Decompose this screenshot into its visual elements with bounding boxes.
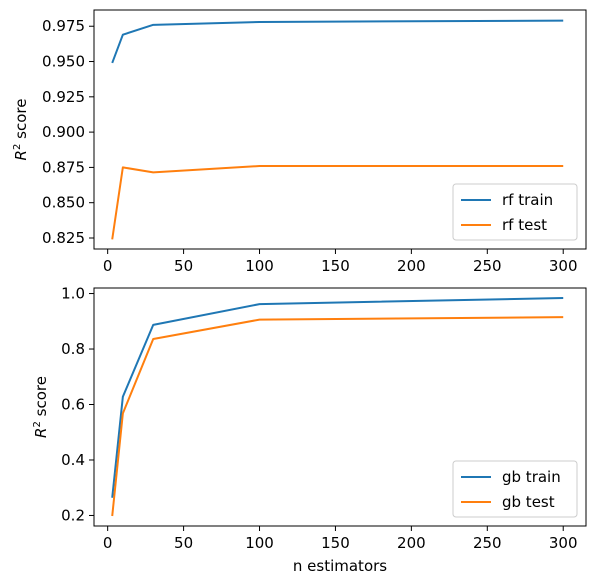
y-tick-label: 0.2 [61,506,85,524]
x-tick-label: 50 [174,534,193,552]
y-axis-label: R2 score [12,99,30,161]
y-tick-label: 0.925 [42,88,85,106]
y-tick-label: 0.900 [42,123,85,141]
series-line-gb-train [111,296,564,498]
legend-label: rf test [502,216,547,234]
x-tick-label: 0 [103,257,113,275]
series-line-gb-test [111,316,564,517]
x-tick-label: 300 [549,534,578,552]
x-tick-label: 200 [397,534,426,552]
x-tick-label: 150 [321,534,350,552]
x-tick-label: 150 [321,257,350,275]
y-tick-label: 0.875 [42,158,85,176]
y-tick-label: 1.0 [61,285,85,303]
x-tick-label: 250 [473,534,502,552]
y-tick-label: 0.4 [61,451,85,469]
x-tick-label: 300 [549,257,578,275]
gb-panel: 0 50 100 150 200 250 300 0.2 0.4 0.6 0.8 1.0 R2 scor… [32,285,587,575]
axes-frame [93,9,587,250]
y-tick-label: 0.975 [42,17,85,35]
y-tick-label: 0.950 [42,53,85,71]
legend-label: rf train [502,191,553,209]
x-tick-label: 100 [245,257,274,275]
x-tick-label: 100 [245,534,274,552]
x-tick-label: 50 [174,257,193,275]
x-axis-label: n estimators [293,557,387,575]
series-line-rf-test [111,164,564,240]
legend-label: gb test [502,493,555,511]
y-tick-label: 0.825 [42,229,85,247]
legend-label: gb train [502,468,561,486]
y-axis-label: R2 score [32,376,50,438]
x-tick-label: 250 [473,257,502,275]
y-tick-label: 0.8 [61,340,85,358]
rf-panel: 0 50 100 150 200 250 300 0.825 0.850 0.875 0.900 0.… [12,9,587,275]
y-tick-label: 0.850 [42,194,85,212]
x-tick-label: 200 [397,257,426,275]
series-line-rf-train [111,19,564,64]
y-tick-label: 0.6 [61,396,85,414]
x-tick-label: 0 [103,534,113,552]
axes-frame [93,287,587,527]
